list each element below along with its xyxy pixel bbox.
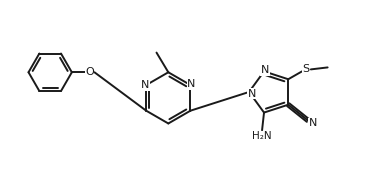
Text: O: O [85,67,94,77]
Text: S: S [302,64,310,74]
Text: N: N [141,80,149,90]
Text: N: N [187,79,196,89]
Text: N: N [248,89,256,99]
Text: N: N [261,65,269,75]
Text: N: N [309,118,317,128]
Text: H₂N: H₂N [252,131,272,141]
